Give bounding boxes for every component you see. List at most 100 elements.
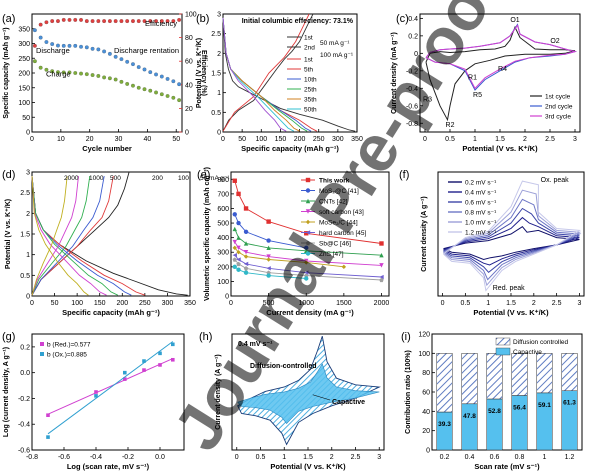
- data-point: [90, 73, 95, 77]
- y-tick-label: 0.5: [211, 110, 221, 117]
- bar-capacitive: [436, 411, 453, 451]
- x-tick-label: 0.0: [155, 454, 165, 461]
- data-point: [107, 51, 112, 56]
- series-line: [425, 24, 577, 90]
- x-tick-label: 1500: [336, 300, 352, 307]
- data-point: [142, 368, 146, 372]
- bar-capacitive: [486, 398, 503, 451]
- peak-label: R4: [498, 66, 507, 73]
- plot-frame: [222, 13, 358, 133]
- data-point: [148, 88, 153, 93]
- y-axis-label: Potential (V vs. K⁺/K): [196, 38, 203, 108]
- y-axis-label: Specific capacity (mAh g⁻¹): [3, 27, 10, 118]
- data-point: [50, 69, 55, 74]
- data-point: [304, 231, 309, 236]
- data-point: [46, 413, 50, 417]
- data-point: [236, 191, 241, 197]
- panel-d: (d) 0 50 100 150 200 250 300 350 0 0.5 1 1.5 2 2.5 3 Spe…: [2, 169, 230, 317]
- annotation: Discharge rentation: [114, 46, 179, 55]
- legend-label: hard carbon [45]: [319, 230, 367, 237]
- data-point: [44, 67, 49, 72]
- x-tick-label: 200: [116, 300, 128, 307]
- data-point: [341, 264, 347, 270]
- annotation: Ox. peak: [541, 177, 570, 184]
- x-tick-label: 150: [275, 136, 287, 143]
- y-tick-label: 1: [217, 90, 221, 97]
- legend-label: 1st cycle: [545, 94, 571, 101]
- y-tick-label: 120: [418, 332, 430, 339]
- y-axis-label: Potential (V vs. K⁺/K): [5, 199, 12, 269]
- x-tick-label: 30: [115, 136, 123, 143]
- peak-label: R1: [468, 75, 477, 82]
- y-tick-label: 0: [225, 294, 229, 301]
- x-tick-label: 200: [294, 136, 306, 143]
- peak-label: R3: [423, 96, 432, 103]
- y-tick-label: 200: [217, 264, 229, 271]
- peak-label: O1: [510, 17, 519, 24]
- data-point: [90, 19, 95, 23]
- y-right-tick-label: 40: [185, 82, 193, 89]
- data-point: [73, 18, 78, 22]
- y-tick-label: 100: [217, 279, 229, 286]
- data-point: [305, 219, 311, 225]
- data-point: [44, 20, 49, 25]
- data-point: [266, 219, 271, 224]
- data-point: [32, 28, 37, 33]
- x-tick-label: 3: [577, 300, 581, 307]
- series-line: [222, 13, 314, 132]
- y-right-tick-label: 20: [185, 106, 193, 113]
- legend-label: 25th: [304, 87, 317, 94]
- x-tick-label: 150: [94, 300, 106, 307]
- x-tick-label: 1: [486, 300, 490, 307]
- data-point: [79, 71, 83, 76]
- data-point: [56, 19, 60, 23]
- data-point: [102, 75, 107, 80]
- y-tick-label: -0.4: [406, 86, 418, 93]
- data-point: [142, 67, 147, 72]
- y-tick-label: 100: [18, 100, 30, 107]
- legend-label: 0.6 mV s⁻¹: [465, 200, 497, 207]
- legend-label: Diffusion controlled: [513, 339, 569, 346]
- data-point: [266, 266, 271, 271]
- y-tick-label: -0.2: [406, 68, 418, 75]
- data-point: [119, 57, 124, 62]
- data-point: [236, 235, 241, 240]
- y-tick-label: 0: [426, 448, 430, 455]
- data-point: [148, 19, 153, 23]
- data-point: [46, 435, 50, 439]
- panel-label: (a): [2, 13, 15, 25]
- series-line: [234, 228, 382, 256]
- cv-curve: [443, 198, 582, 281]
- legend-label: 0.2 mV s⁻¹: [465, 180, 497, 187]
- bar-value-label: 52.8: [488, 408, 501, 415]
- x-axis-label: Cycle number: [82, 144, 132, 153]
- data-point: [50, 19, 55, 23]
- annotation: Capactive: [332, 399, 365, 406]
- data-point: [159, 92, 164, 97]
- data-point: [177, 18, 182, 22]
- data-point: [148, 70, 153, 75]
- data-point: [379, 252, 384, 258]
- data-point: [119, 79, 124, 84]
- data-point: [102, 49, 107, 54]
- fit-line: [47, 358, 174, 415]
- y-tick-label: 300: [217, 250, 229, 257]
- y-tick-label: 2.5: [20, 190, 30, 197]
- data-point: [232, 264, 237, 270]
- data-point: [32, 59, 37, 64]
- data-point: [131, 19, 135, 23]
- peak-label: R2: [446, 122, 455, 129]
- annotation-arrow: [307, 366, 316, 371]
- data-point: [113, 77, 118, 82]
- data-point: [96, 19, 101, 23]
- x-tick-label: 3: [377, 454, 381, 461]
- legend-label: 2nd: [304, 45, 315, 52]
- data-point: [266, 245, 271, 251]
- bar-value-label: 59.1: [538, 402, 551, 409]
- peak-label: O2: [550, 38, 559, 45]
- data-point: [159, 74, 164, 79]
- data-point: [243, 206, 249, 211]
- data-point: [305, 230, 311, 235]
- y-tick-label: 150: [18, 85, 30, 92]
- legend-label: Capactive: [513, 349, 542, 356]
